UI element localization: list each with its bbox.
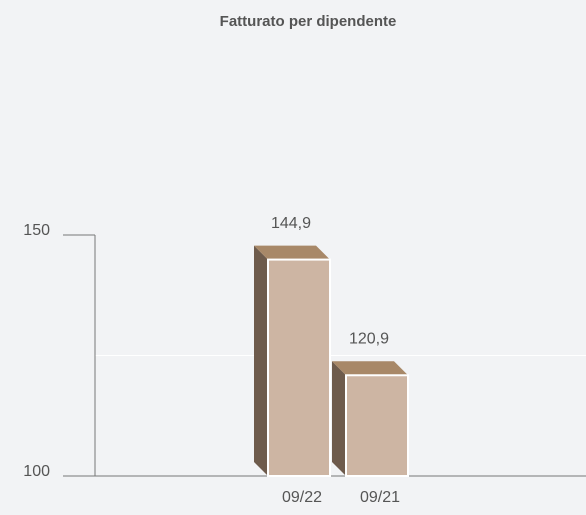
chart-title: Fatturato per dipendente — [220, 13, 397, 30]
bar — [345, 374, 409, 477]
bar-side — [254, 245, 268, 476]
bar-top — [254, 245, 330, 260]
bar-side — [332, 361, 346, 476]
value-label: 144,9 — [271, 215, 311, 232]
bar-top — [332, 361, 408, 376]
value-label: 120,9 — [349, 330, 389, 347]
y-tick-label: 150 — [23, 222, 50, 239]
x-tick-label: 09/22 — [282, 489, 322, 506]
x-tick-label: 09/21 — [360, 489, 400, 506]
bar — [267, 258, 331, 477]
y-tick-label: 100 — [23, 463, 50, 480]
